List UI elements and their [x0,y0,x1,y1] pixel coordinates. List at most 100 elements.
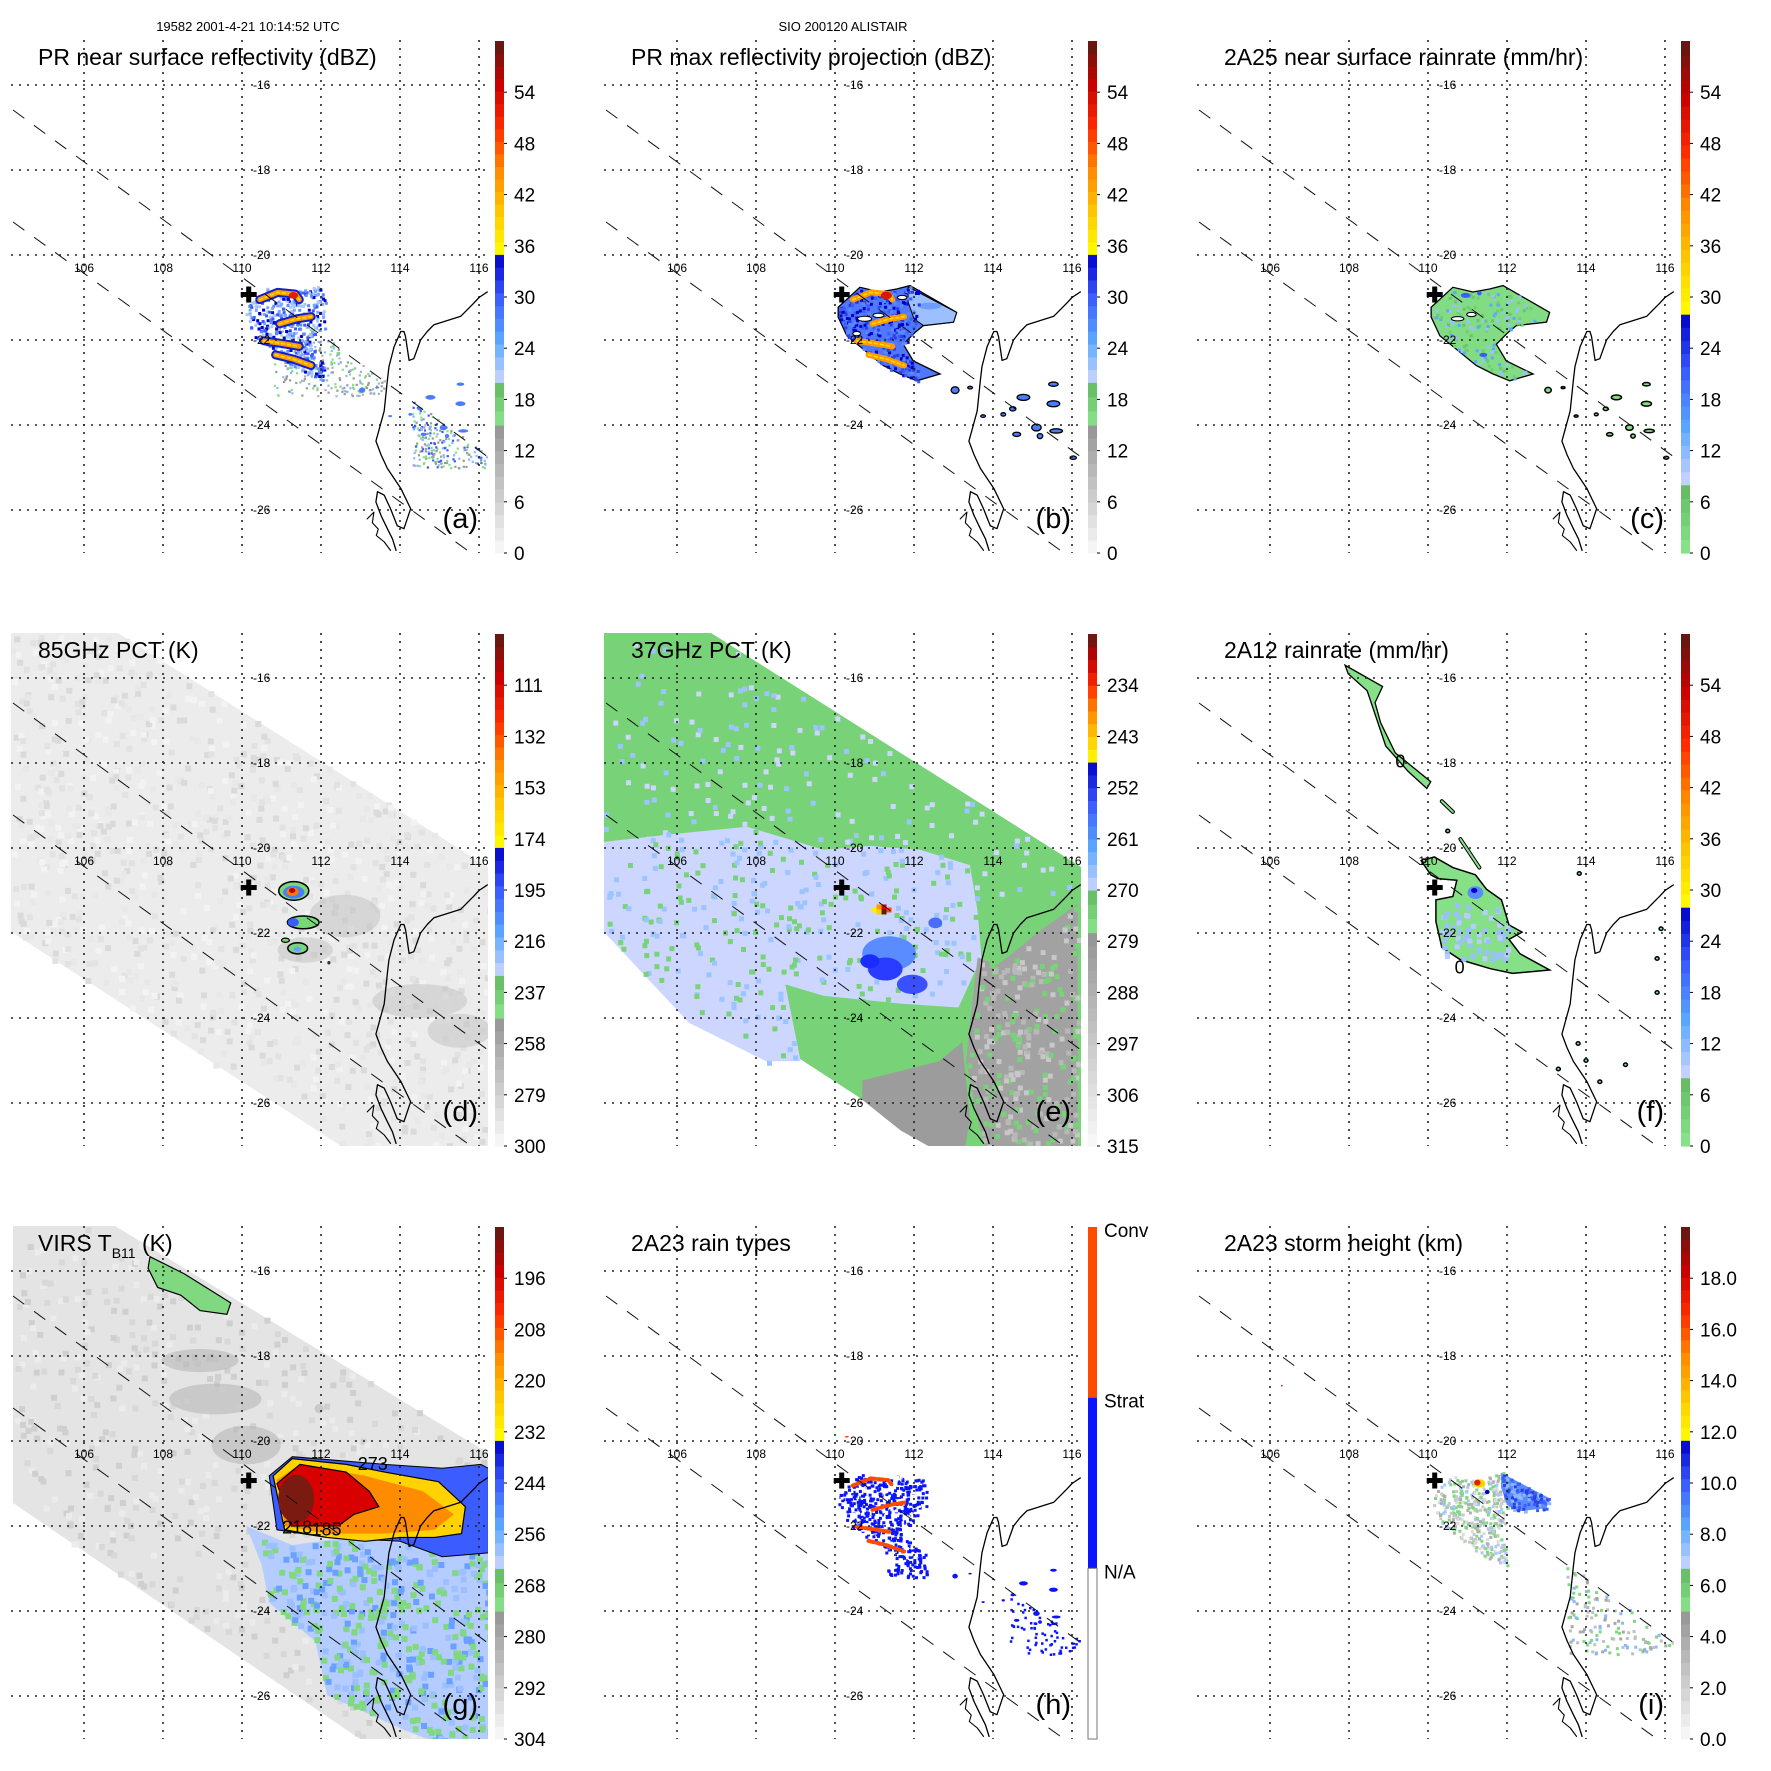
rain-pixel [425,457,428,460]
rain-pixel [914,378,918,382]
tb-pixel [383,1582,390,1589]
tb-pixel [260,1474,267,1481]
tb-pixel [242,1561,249,1568]
tb-pixel [40,1282,47,1289]
tb-pixel [122,915,129,922]
colorbar-segment [495,1517,504,1531]
rain-pixel [888,308,892,312]
rain-pixel [332,342,336,345]
tb-pixel [112,694,119,701]
tb-pixel [728,724,734,730]
colorbar-segment [495,1582,504,1598]
rain-pixel [330,363,333,366]
tb-pixel [178,1294,185,1301]
tb-pixel [469,1553,476,1560]
tb-pixel [20,838,26,845]
rain-pixel [896,310,900,314]
tb-pixel [14,1417,21,1424]
tb-pixel [974,885,980,891]
rain-pixel [1470,923,1476,929]
tb-pixel [110,1395,117,1402]
rain-pixel [1454,911,1459,917]
lat-tick-label: -18 [253,1349,271,1363]
rain-pixel [439,439,442,442]
tb-pixel [1048,971,1054,977]
tb-pixel [1075,995,1081,1001]
tb-pixel [996,1032,1002,1038]
rain-pixel [361,382,364,386]
tb-pixel [203,828,210,835]
tb-pixel [869,835,875,841]
rain-pixel [1498,363,1502,367]
tb-pixel [1036,1017,1042,1022]
rain-pixel [442,465,445,468]
rain-pixel [364,376,367,379]
tb-pixel [731,900,737,906]
rain-pixel [276,313,280,317]
rain-pixel [863,323,867,327]
rain-pixel [863,300,866,304]
rain-pixel [1483,356,1487,360]
tb-pixel [635,681,641,687]
rain-cell [439,424,448,431]
colorbar-tick-label: 42 [1700,779,1721,800]
tb-pixel [760,962,766,967]
rain-pixel [290,367,293,370]
tb-pixel [352,1672,359,1679]
tb-pixel [1019,1070,1025,1075]
tb-pixel [391,1600,398,1607]
tb-pixel [162,943,169,950]
tb-pixel [215,1585,222,1592]
rain-cell [1000,412,1007,417]
tb-pixel [274,1331,281,1338]
colorbar-tick-label: 258 [514,1035,546,1056]
tb-pixel [14,900,21,907]
rain-pixel [481,466,485,469]
tb-pixel [742,686,748,692]
tb-pixel [974,1028,980,1034]
tb-pixel [351,1629,358,1635]
tb-pixel [59,695,66,702]
tb-pixel [339,1452,346,1459]
rain-pixel [352,386,355,389]
rain-pixel [1516,307,1520,311]
tb-pixel [310,879,317,886]
tb-pixel [389,1057,396,1064]
tb-pixel [1017,1049,1023,1055]
tb-pixel [161,1372,168,1379]
tb-pixel [456,1726,463,1733]
tb-pixel [880,771,886,777]
reflectivity-max [288,291,299,299]
tb-pixel [360,1704,367,1711]
tb-pixel [213,1532,220,1539]
tb-pixel [352,1575,359,1582]
tb-pixel [1070,1145,1076,1146]
tb-pixel [319,1586,326,1593]
tb-pixel [170,1334,176,1340]
tb-pixel [203,1515,209,1521]
tb-pixel [694,783,700,789]
tb-pixel [95,1543,102,1550]
tb-pixel [78,1372,85,1379]
panel-label: (a) [443,503,478,535]
tb-pixel [25,1427,32,1434]
tb-pixel [348,952,355,959]
tb-pixel [470,1714,476,1721]
tb-pixel [336,1585,343,1592]
tb-pixel [431,1559,438,1566]
tb-pixel [364,837,371,844]
rain-pixel [327,384,330,387]
tb-pixel [387,1623,394,1630]
tb-pixel [217,1008,224,1014]
tb-pixel [912,993,918,999]
tb-pixel [983,1096,989,1102]
tb-pixel [462,1067,469,1074]
colorbar-segment [495,746,504,760]
tb-pixel [380,1576,387,1583]
rain-type-pixel [857,1506,861,1510]
tb-pixel [238,931,245,938]
tb-pixel [255,991,262,998]
tb-pixel [971,1084,977,1090]
tb-pixel [432,1649,439,1655]
tb-pixel [860,734,866,740]
